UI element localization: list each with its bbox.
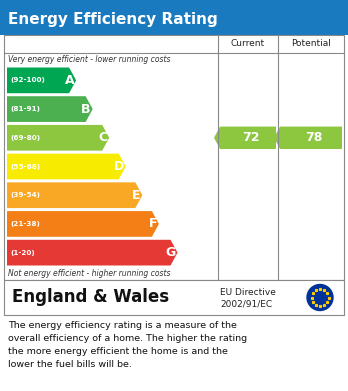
Text: (92-100): (92-100) <box>10 77 45 83</box>
Text: England & Wales: England & Wales <box>12 289 169 307</box>
Text: 72: 72 <box>242 131 260 144</box>
Text: (1-20): (1-20) <box>10 249 35 256</box>
Text: F: F <box>148 217 157 230</box>
Text: (69-80): (69-80) <box>10 135 40 141</box>
Polygon shape <box>7 240 177 265</box>
Polygon shape <box>214 127 276 149</box>
Text: The energy efficiency rating is a measure of the
overall efficiency of a home. T: The energy efficiency rating is a measur… <box>8 321 247 369</box>
Text: (81-91): (81-91) <box>10 106 40 112</box>
Text: (39-54): (39-54) <box>10 192 40 198</box>
Polygon shape <box>7 211 159 237</box>
Text: Not energy efficient - higher running costs: Not energy efficient - higher running co… <box>8 269 171 278</box>
Text: G: G <box>165 246 175 259</box>
Polygon shape <box>7 68 76 93</box>
Bar <box>0 0 348 35</box>
Polygon shape <box>274 127 342 149</box>
Polygon shape <box>7 96 93 122</box>
Text: 78: 78 <box>305 131 323 144</box>
Polygon shape <box>7 182 142 208</box>
Circle shape <box>307 285 333 310</box>
Text: (55-68): (55-68) <box>10 163 40 170</box>
Text: (21-38): (21-38) <box>10 221 40 227</box>
Text: EU Directive: EU Directive <box>220 288 276 297</box>
Polygon shape <box>7 154 126 179</box>
Text: Energy Efficiency Rating: Energy Efficiency Rating <box>8 12 218 27</box>
Bar <box>4 280 344 315</box>
Polygon shape <box>7 125 109 151</box>
Text: B: B <box>81 102 91 116</box>
Bar <box>4 35 344 280</box>
Text: Current: Current <box>231 39 265 48</box>
Text: Very energy efficient - lower running costs: Very energy efficient - lower running co… <box>8 55 171 64</box>
Text: C: C <box>98 131 107 144</box>
Text: E: E <box>132 189 140 202</box>
Text: 2002/91/EC: 2002/91/EC <box>220 299 272 308</box>
Text: Potential: Potential <box>291 39 331 48</box>
Text: A: A <box>64 74 74 87</box>
Text: D: D <box>113 160 124 173</box>
